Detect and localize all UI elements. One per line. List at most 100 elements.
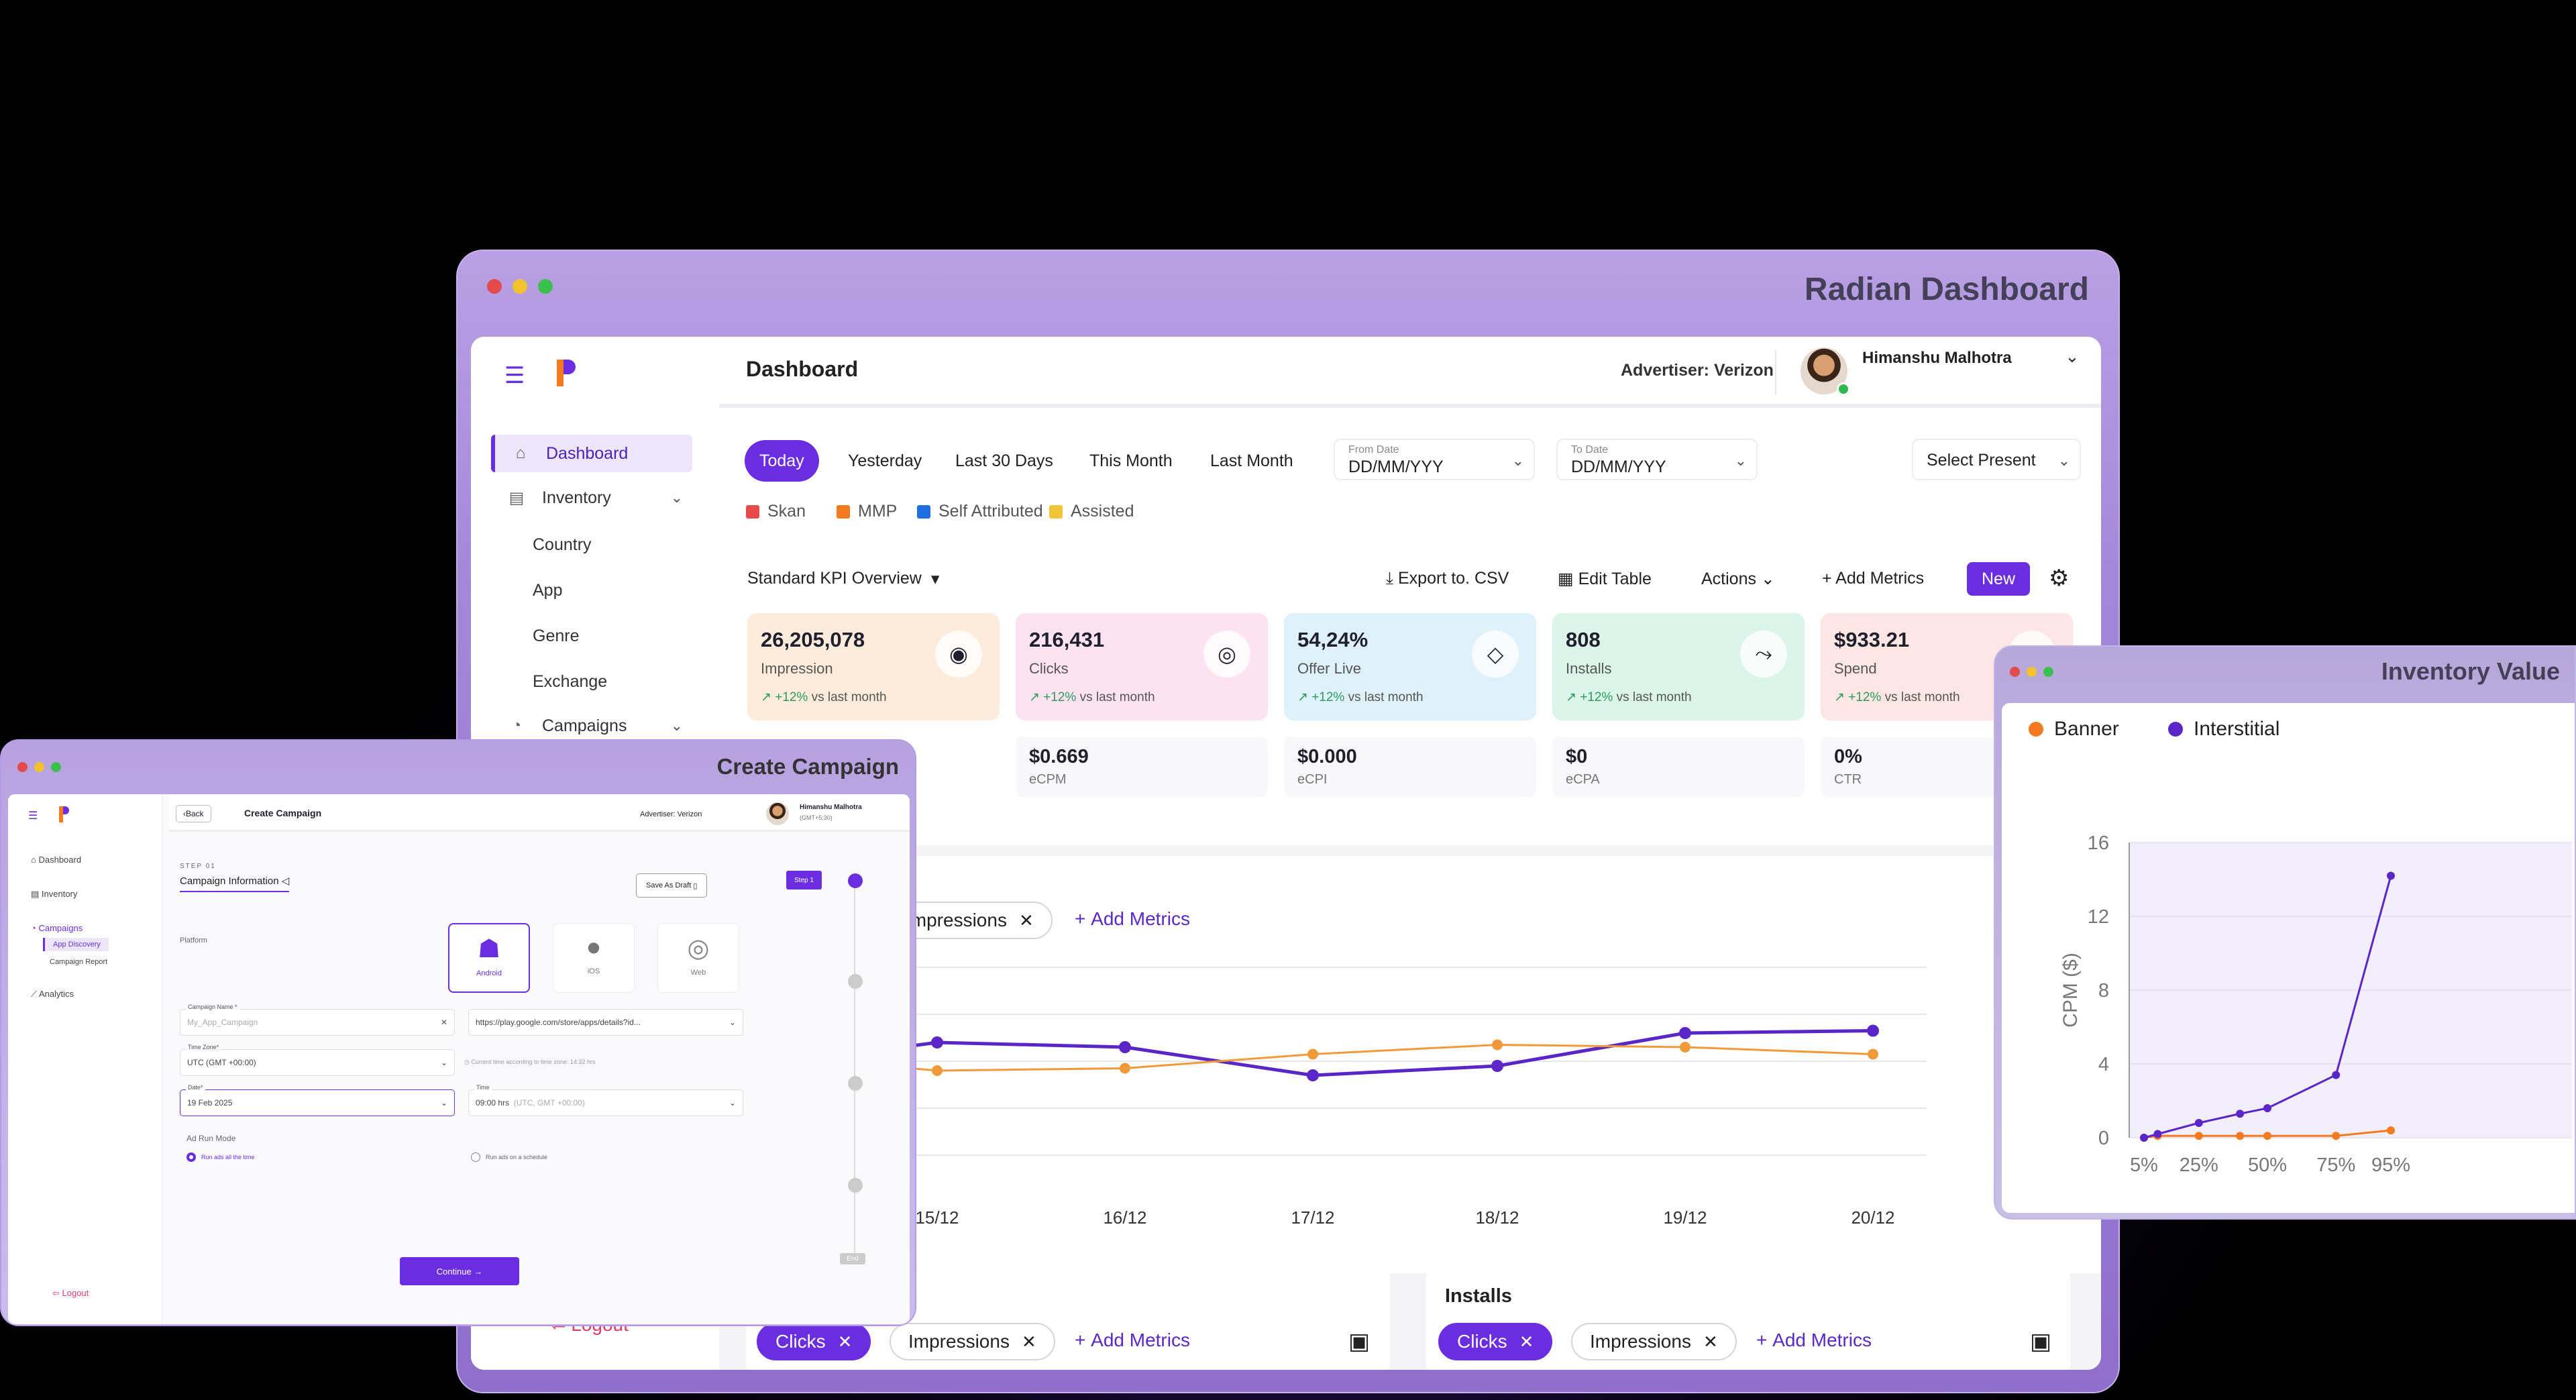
- kpi-secondary-card[interactable]: $0 eCPA: [1552, 737, 1805, 797]
- cc-avatar[interactable]: [766, 802, 789, 825]
- data-point: [1680, 1042, 1690, 1053]
- cc-save-draft-button[interactable]: Save As Draft ▯: [636, 873, 708, 898]
- close-icon[interactable]: ✕: [1703, 1331, 1718, 1352]
- user-name[interactable]: Himanshu Malhotra: [1862, 349, 2012, 367]
- calendar-icon[interactable]: ▣: [1348, 1329, 1371, 1354]
- cc-continue-button[interactable]: Continue →: [400, 1257, 519, 1285]
- legend-skan[interactable]: Skan: [746, 502, 806, 521]
- cc-sidebar-dashboard[interactable]: ⌂ Dashboard: [31, 855, 81, 865]
- cc-run-all-radio[interactable]: Run ads all the time: [186, 1152, 255, 1162]
- chart-add-metrics-button[interactable]: + Add Metrics: [1075, 908, 1190, 930]
- to-date-field[interactable]: To Date DD/MM/YYY ⌄: [1556, 439, 1758, 480]
- cc-field-value: 19 Feb 2025: [187, 1098, 233, 1108]
- filter-this-month[interactable]: This Month: [1089, 451, 1173, 470]
- kpi-secondary-card[interactable]: $0.000 eCPI: [1284, 737, 1536, 797]
- kpi-card[interactable]: 808 Installs ↗ +12% vs last month ⤳: [1552, 613, 1805, 720]
- cc-time-zone-select[interactable]: Time Zone* UTC (GMT +00:00) ⌄: [180, 1044, 455, 1076]
- new-button[interactable]: New: [1967, 562, 2031, 596]
- close-icon[interactable]: ✕: [1018, 910, 1034, 930]
- clicks-tag[interactable]: Clicks ✕: [757, 1323, 871, 1360]
- legend-mmp[interactable]: MMP: [837, 502, 897, 521]
- select-preset-dropdown[interactable]: Select Present ⌄: [1912, 439, 2081, 480]
- cc-user-name[interactable]: Himanshu Malhotra: [800, 804, 862, 811]
- kpi-card[interactable]: 54,24% Offer Live ↗ +12% vs last month ◇: [1284, 613, 1536, 720]
- cc-time-input[interactable]: Time 09:00 hrs (UTC, GMT +00:00) ⌄: [468, 1084, 743, 1116]
- cc-sidebar-inventory[interactable]: ▤ Inventory: [31, 889, 77, 900]
- inventory-value-panel: Banner Interstitial 16 12 8 4 0 5% 25% 50% 75% 95…: [2002, 703, 2575, 1213]
- cc-run-schedule-radio[interactable]: Run ads on a schedule: [471, 1152, 547, 1162]
- close-dot[interactable]: [17, 762, 28, 772]
- legend-self-attributed[interactable]: Self Attributed: [917, 502, 1043, 521]
- filter-yesterday[interactable]: Yesterday: [848, 451, 922, 470]
- menu-icon[interactable]: ☰: [28, 810, 38, 822]
- sidebar-sub-country[interactable]: Country: [533, 535, 592, 554]
- legend-interstitial[interactable]: Interstitial: [2168, 718, 2279, 741]
- cc-sidebar-campaign-report[interactable]: Campaign Report: [50, 958, 108, 966]
- cc-step-dot[interactable]: [848, 1076, 863, 1091]
- cc-date-input[interactable]: Date* 19 Feb 2025 ⌄: [180, 1084, 455, 1116]
- sidebar-item-inventory[interactable]: ▤ Inventory ⌄: [491, 479, 692, 517]
- cc-platform-web[interactable]: ◎ Web: [657, 923, 739, 993]
- kpi-card[interactable]: 26,205,078 Impression ↗ +12% vs last month…: [747, 613, 1000, 720]
- cc-sidebar-analytics[interactable]: ⟋ Analytics: [31, 989, 74, 1000]
- kpi-label: Clicks: [1029, 660, 1069, 677]
- add-metrics-button[interactable]: + Add Metrics: [1822, 569, 1924, 588]
- export-csv-button[interactable]: ⤓ Export to. CSV: [1386, 569, 1509, 588]
- sidebar-sub-genre[interactable]: Genre: [533, 627, 580, 645]
- close-icon[interactable]: ✕: [1021, 1331, 1036, 1352]
- home-icon: ⌂: [31, 855, 39, 865]
- filter-last-month[interactable]: Last Month: [1210, 451, 1293, 470]
- close-icon[interactable]: ✕: [440, 1018, 447, 1027]
- legend-assisted[interactable]: Assisted: [1049, 502, 1134, 521]
- sidebar-item-campaigns[interactable]: ◔ Campaigns ⌄: [491, 707, 692, 745]
- section-divider: [719, 845, 2101, 856]
- cc-sidebar-campaigns[interactable]: ◔ Campaigns: [31, 923, 83, 933]
- maximize-dot[interactable]: [538, 279, 553, 294]
- legend-banner[interactable]: Banner: [2029, 718, 2119, 741]
- impressions-tag[interactable]: Impressions ✕: [890, 1323, 1055, 1360]
- filter-last-30-days[interactable]: Last 30 Days: [955, 451, 1053, 470]
- cc-step-dot[interactable]: [848, 1178, 863, 1193]
- cc-sidebar-app-discovery[interactable]: App Discovery: [43, 938, 109, 951]
- cc-sidebar-label: Dashboard: [38, 855, 82, 865]
- cc-app-url-input[interactable]: https://play.google.com/store/apps/detai…: [468, 1009, 743, 1036]
- add-metrics-label: Add Metrics: [1772, 1330, 1872, 1350]
- sidebar-sub-app[interactable]: App: [533, 581, 563, 600]
- close-dot[interactable]: [2010, 667, 2020, 677]
- add-metrics-button[interactable]: + Add Metrics: [1075, 1330, 1190, 1351]
- chevron-down-icon[interactable]: ⌄: [2065, 346, 2080, 366]
- close-dot[interactable]: [487, 279, 502, 294]
- cc-platform-ios[interactable]: ● iOS: [553, 923, 635, 993]
- maximize-dot[interactable]: [51, 762, 61, 772]
- cc-step-dot[interactable]: [848, 974, 863, 989]
- sidebar-item-dashboard[interactable]: ⌂ Dashboard: [491, 435, 692, 472]
- trend-text: vs last month: [808, 690, 887, 704]
- minimize-dot[interactable]: [513, 279, 527, 294]
- actions-dropdown[interactable]: Actions ⌄: [1701, 569, 1775, 589]
- cc-back-button[interactable]: ‹ Back: [176, 805, 211, 822]
- kpi-card[interactable]: 216,431 Clicks ↗ +12% vs last month ◎: [1016, 613, 1268, 720]
- from-date-field[interactable]: From Date DD/MM/YYY ⌄: [1334, 439, 1535, 480]
- kpi-secondary-card[interactable]: $0.669 eCPM: [1016, 737, 1268, 797]
- cc-logout-button[interactable]: ⇦ Logout: [52, 1288, 89, 1299]
- close-icon[interactable]: ✕: [837, 1331, 853, 1352]
- maximize-dot[interactable]: [2043, 667, 2053, 677]
- close-icon[interactable]: ✕: [1519, 1331, 1534, 1352]
- filter-today[interactable]: Today: [745, 440, 819, 482]
- sidebar-sub-exchange[interactable]: Exchange: [533, 672, 608, 691]
- edit-table-button[interactable]: ▦ Edit Table: [1558, 569, 1652, 589]
- add-metrics-button[interactable]: + Add Metrics: [1756, 1330, 1872, 1351]
- gear-icon[interactable]: ⚙: [2049, 566, 2070, 591]
- kpi-overview-dropdown[interactable]: Standard KPI Overview ▾: [747, 569, 939, 589]
- impressions-tag[interactable]: Impressions ✕: [1571, 1323, 1737, 1360]
- cc-campaign-name-input[interactable]: Campaign Name * My_App_Campaign ✕: [180, 1004, 455, 1036]
- cc-platform-android[interactable]: ☗ Android: [448, 923, 530, 993]
- kpi-trend: ↗ +12% vs last month: [1834, 690, 2059, 705]
- cc-sidebar-label: Analytics: [39, 989, 74, 999]
- minimize-dot[interactable]: [34, 762, 44, 772]
- cc-step-dot-active[interactable]: [848, 873, 863, 888]
- menu-icon[interactable]: ☰: [504, 363, 525, 388]
- calendar-icon[interactable]: ▣: [2030, 1329, 2052, 1354]
- minimize-dot[interactable]: [2027, 667, 2037, 677]
- clicks-tag[interactable]: Clicks ✕: [1438, 1323, 1553, 1360]
